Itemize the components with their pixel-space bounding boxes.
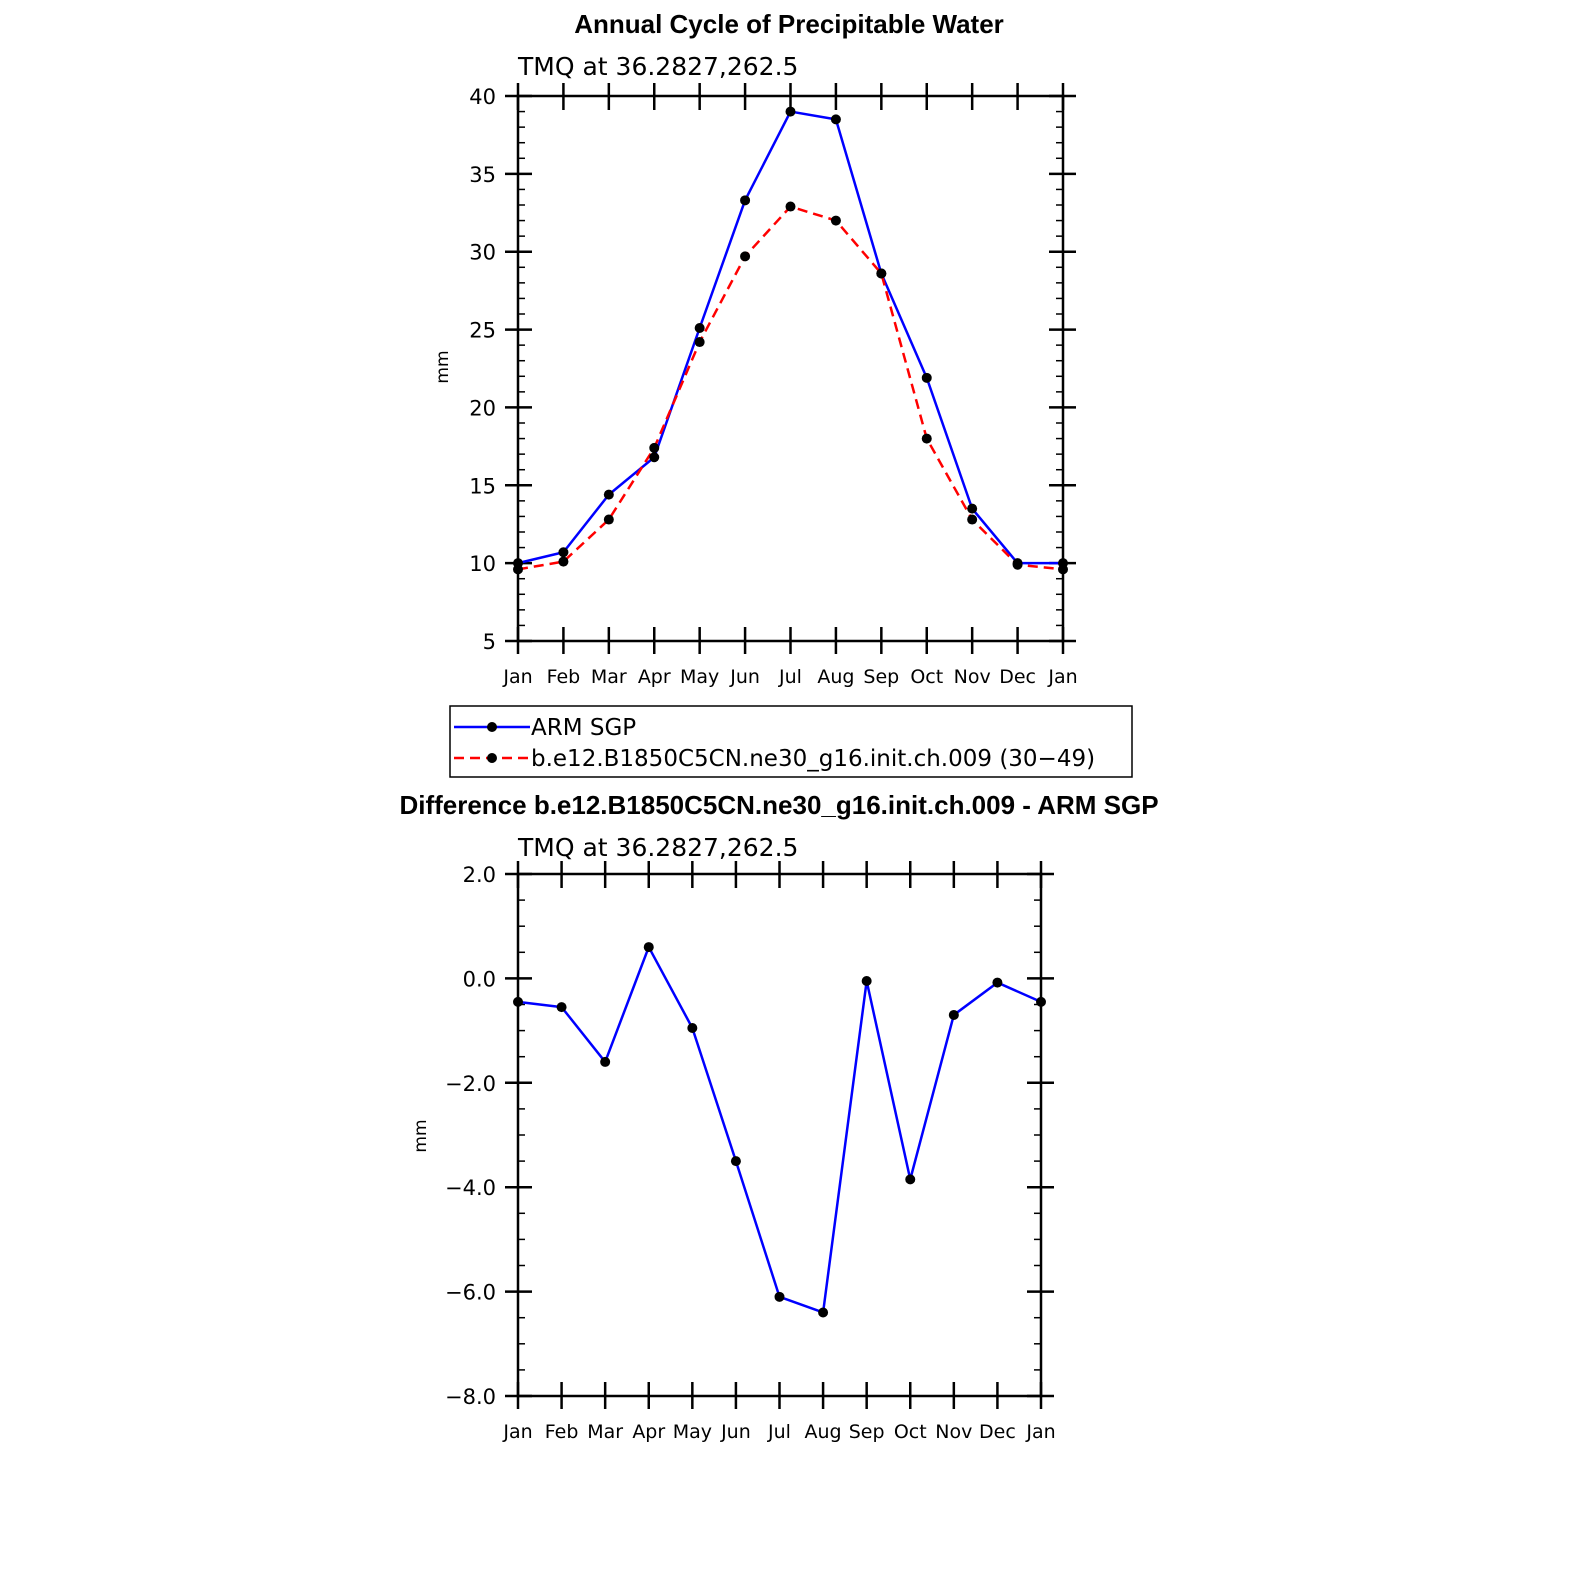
x-tick-label: Jun [720,1421,751,1443]
data-point-series-0 [740,195,751,206]
x-tick-label: Dec [979,1421,1016,1443]
y-tick-label: 5 [483,630,496,654]
data-point-series-0 [992,977,1003,988]
data-point-series-0 [818,1307,829,1318]
data-point-series-0 [785,106,796,117]
x-tick-label: Jan [502,1421,532,1443]
x-tick-label: Dec [999,666,1036,688]
data-point-series-1 [876,268,887,279]
data-point-series-1 [513,564,523,575]
x-tick-label: Jul [767,1421,791,1443]
data-point-series-0 [558,547,569,558]
data-point-series-1 [921,433,932,444]
y-tick-label: 40 [469,85,496,109]
data-point-series-1 [558,556,569,567]
y-tick-label: 15 [469,474,496,498]
y-tick-label: 20 [469,396,496,420]
bottom-chart-axes [505,861,1054,1409]
top-chart-x-tick-labels: Jan Feb Mar Apr May Jun Jul Aug Sep Oct Nov Dec Jan [502,666,1077,688]
top-chart-y-label: mm [433,350,453,383]
data-point-series-1 [740,251,751,262]
y-tick-label: 35 [469,163,496,187]
data-point-series-0 [687,1022,698,1033]
bottom-chart: Difference b.e12.B1850C5CN.ne30_g16.init… [399,790,1158,1443]
x-tick-label: Oct [894,1421,927,1443]
bottom-chart-y-label: mm [411,1119,431,1152]
x-tick-label: Mar [587,1421,623,1443]
x-tick-label: Jan [1025,1421,1055,1443]
top-chart-y-tick-labels: 5 10 15 20 25 30 35 40 [469,85,496,654]
x-tick-label: Jan [502,666,532,688]
x-tick-label: Apr [638,666,671,688]
top-chart: Annual Cycle of Precipitable Water TMQ a… [433,9,1078,688]
data-point-series-0 [600,1056,611,1067]
bottom-chart-y-tick-labels: −8.0 −6.0 −4.0 −2.0 0.0 2.0 [445,863,496,1409]
x-tick-label: Aug [805,1421,842,1443]
x-tick-label: Mar [591,666,627,688]
x-tick-label: Sep [849,1421,885,1443]
y-tick-label: 2.0 [463,863,496,887]
x-tick-label: Oct [910,666,943,688]
bottom-chart-subtitle: TMQ at 36.2827,262.5 [517,833,798,862]
data-point-series-0 [649,452,660,463]
data-point-series-0 [556,1002,567,1013]
x-tick-label: Feb [547,666,581,688]
y-tick-label: 25 [469,319,496,343]
x-tick-label: Feb [545,1421,579,1443]
top-chart-title: Annual Cycle of Precipitable Water [574,9,1004,39]
x-tick-label: Apr [632,1421,665,1443]
legend: ARM SGP b.e12.B1850C5CN.ne30_g16.init.ch… [449,705,1133,778]
y-tick-label: −6.0 [445,1281,496,1305]
data-point-series-0 [694,323,705,334]
data-point-series-0 [861,976,872,987]
data-point-series-0 [513,996,523,1007]
data-point-series-0 [603,489,614,500]
legend-box [449,705,1133,778]
x-tick-label: Aug [817,666,854,688]
data-point-series-0 [730,1156,741,1167]
bottom-chart-series [513,942,1046,1318]
top-chart-series [513,106,1068,575]
x-tick-label: Sep [863,666,899,688]
data-point-series-0 [830,114,841,125]
data-point-series-0 [948,1009,959,1020]
x-tick-label: Jan [1047,666,1077,688]
bottom-chart-x-tick-labels: Jan Feb Mar Apr May Jun Jul Aug Sep Oct Nov Dec Jan [502,1421,1055,1443]
data-point-series-1 [967,514,978,525]
data-point-series-1 [603,514,614,525]
bottom-chart-title: Difference b.e12.B1850C5CN.ne30_g16.init… [399,790,1158,820]
x-tick-label: Nov [954,666,991,688]
y-tick-label: −4.0 [445,1176,496,1200]
y-tick-label: 30 [469,241,496,265]
y-tick-label: 10 [469,552,496,576]
legend-marker-arm-sgp [487,722,497,732]
y-tick-label: 0.0 [463,967,496,991]
data-point-series-0 [921,372,932,383]
x-tick-label: Jul [778,666,802,688]
legend-marker-model [487,753,497,763]
data-point-series-1 [694,337,705,348]
data-point-series-1 [785,201,796,212]
data-point-series-0 [967,503,978,514]
x-tick-label: Jun [729,666,760,688]
data-point-series-1 [1012,559,1023,570]
legend-label-model: b.e12.B1850C5CN.ne30_g16.init.ch.009 (30… [531,746,1095,772]
top-chart-subtitle: TMQ at 36.2827,262.5 [517,52,798,81]
x-tick-label: May [673,1421,712,1443]
data-point-series-0 [774,1291,785,1302]
data-point-series-1 [830,215,841,226]
data-point-series-1 [1058,564,1068,575]
data-point-series-0 [905,1174,916,1185]
data-point-series-0 [643,942,654,953]
y-tick-label: −2.0 [445,1072,496,1096]
data-point-series-1 [649,442,660,453]
x-tick-label: Nov [935,1421,972,1443]
data-point-series-0 [1036,996,1046,1007]
x-tick-label: May [680,666,719,688]
y-tick-label: −8.0 [445,1385,496,1409]
legend-label-arm-sgp: ARM SGP [531,715,636,741]
